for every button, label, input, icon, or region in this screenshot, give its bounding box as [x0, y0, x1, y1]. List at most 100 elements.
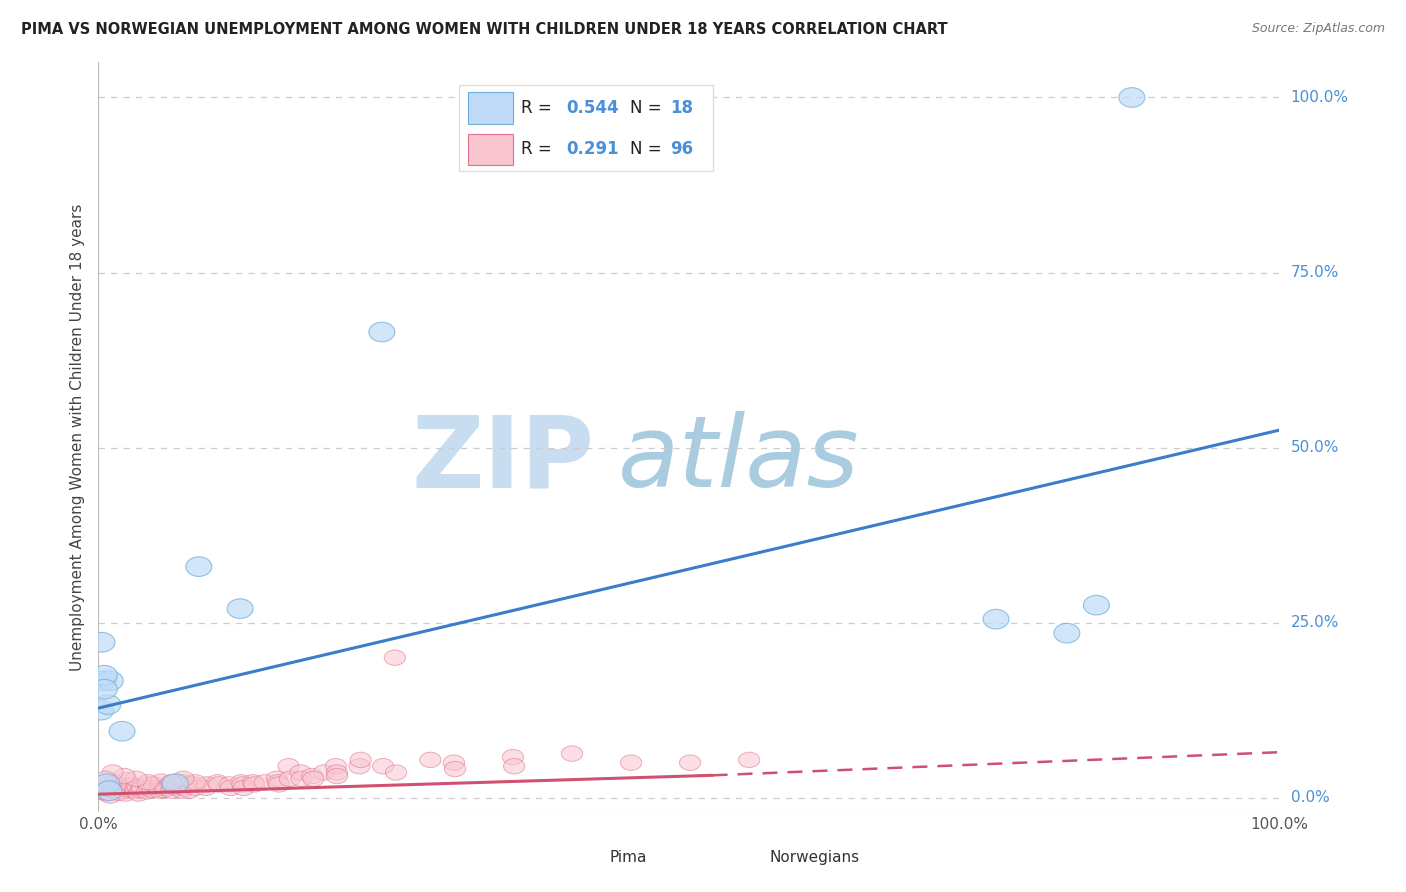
Ellipse shape: [384, 650, 405, 665]
Ellipse shape: [87, 700, 114, 720]
Ellipse shape: [91, 680, 117, 699]
Ellipse shape: [620, 755, 641, 771]
Ellipse shape: [173, 780, 194, 796]
Ellipse shape: [115, 786, 136, 801]
Ellipse shape: [94, 774, 120, 794]
Text: 50.0%: 50.0%: [1291, 440, 1339, 455]
Text: R =: R =: [522, 99, 557, 117]
Text: PIMA VS NORWEGIAN UNEMPLOYMENT AMONG WOMEN WITH CHILDREN UNDER 18 YEARS CORRELAT: PIMA VS NORWEGIAN UNEMPLOYMENT AMONG WOM…: [21, 22, 948, 37]
Ellipse shape: [103, 764, 124, 780]
Ellipse shape: [290, 764, 311, 780]
Ellipse shape: [242, 774, 264, 790]
Ellipse shape: [89, 632, 115, 652]
Ellipse shape: [179, 783, 200, 798]
Ellipse shape: [94, 695, 121, 714]
Ellipse shape: [110, 722, 135, 741]
Text: 96: 96: [671, 140, 693, 159]
Y-axis label: Unemployment Among Women with Children Under 18 years: Unemployment Among Women with Children U…: [69, 203, 84, 671]
Text: 100.0%: 100.0%: [1291, 90, 1348, 105]
Ellipse shape: [90, 781, 111, 797]
Ellipse shape: [1054, 624, 1080, 643]
Ellipse shape: [983, 609, 1010, 629]
Ellipse shape: [419, 752, 441, 768]
Ellipse shape: [233, 780, 254, 796]
Text: Source: ZipAtlas.com: Source: ZipAtlas.com: [1251, 22, 1385, 36]
Ellipse shape: [117, 772, 138, 788]
Ellipse shape: [138, 774, 159, 790]
FancyBboxPatch shape: [468, 93, 513, 124]
Ellipse shape: [738, 752, 759, 768]
Ellipse shape: [443, 755, 464, 771]
Ellipse shape: [301, 768, 323, 784]
Text: Pima: Pima: [610, 850, 647, 865]
Ellipse shape: [162, 783, 183, 798]
Ellipse shape: [172, 783, 193, 798]
Text: 0.291: 0.291: [567, 140, 619, 159]
Ellipse shape: [127, 779, 148, 794]
Ellipse shape: [142, 782, 163, 797]
Ellipse shape: [502, 749, 523, 764]
Ellipse shape: [155, 780, 176, 796]
Ellipse shape: [278, 758, 299, 774]
Ellipse shape: [94, 771, 117, 787]
Ellipse shape: [174, 774, 195, 790]
Text: N =: N =: [630, 140, 666, 159]
Ellipse shape: [228, 599, 253, 618]
Ellipse shape: [373, 758, 394, 774]
Ellipse shape: [197, 777, 218, 792]
Ellipse shape: [93, 778, 114, 793]
Ellipse shape: [280, 771, 301, 787]
Ellipse shape: [104, 774, 125, 790]
Ellipse shape: [90, 671, 117, 690]
FancyBboxPatch shape: [458, 85, 713, 171]
Ellipse shape: [184, 774, 205, 790]
Ellipse shape: [132, 780, 153, 796]
Ellipse shape: [139, 780, 160, 796]
Ellipse shape: [208, 777, 229, 792]
Ellipse shape: [114, 768, 135, 784]
Ellipse shape: [97, 671, 124, 690]
Ellipse shape: [138, 777, 159, 792]
Ellipse shape: [503, 758, 524, 774]
Ellipse shape: [149, 783, 170, 798]
Ellipse shape: [444, 761, 465, 777]
Ellipse shape: [183, 777, 205, 792]
Ellipse shape: [160, 777, 181, 792]
Ellipse shape: [1084, 595, 1109, 615]
Ellipse shape: [103, 778, 124, 793]
Ellipse shape: [121, 778, 142, 793]
Ellipse shape: [96, 781, 117, 797]
FancyBboxPatch shape: [468, 134, 513, 165]
Ellipse shape: [1119, 87, 1144, 107]
Ellipse shape: [96, 786, 117, 801]
Ellipse shape: [148, 780, 169, 796]
Ellipse shape: [89, 780, 110, 796]
Ellipse shape: [150, 774, 172, 789]
Ellipse shape: [269, 777, 290, 792]
Ellipse shape: [136, 784, 157, 799]
Ellipse shape: [350, 752, 371, 768]
Text: 25.0%: 25.0%: [1291, 615, 1339, 630]
Ellipse shape: [207, 774, 228, 790]
Ellipse shape: [166, 780, 187, 796]
Ellipse shape: [103, 782, 124, 797]
Text: 0.0%: 0.0%: [1291, 790, 1329, 805]
Text: ZIP: ZIP: [412, 411, 595, 508]
Text: 0.544: 0.544: [567, 99, 619, 117]
Ellipse shape: [177, 777, 198, 792]
Ellipse shape: [101, 779, 122, 794]
Text: N =: N =: [630, 99, 666, 117]
Ellipse shape: [143, 777, 165, 792]
Ellipse shape: [112, 783, 134, 798]
Ellipse shape: [266, 771, 287, 787]
Ellipse shape: [254, 774, 276, 790]
Ellipse shape: [125, 771, 146, 787]
Ellipse shape: [114, 780, 135, 797]
Ellipse shape: [267, 774, 288, 790]
Ellipse shape: [110, 778, 131, 794]
Ellipse shape: [100, 788, 121, 804]
FancyBboxPatch shape: [724, 846, 762, 870]
Ellipse shape: [326, 768, 347, 784]
Ellipse shape: [679, 755, 700, 771]
Ellipse shape: [124, 780, 146, 797]
